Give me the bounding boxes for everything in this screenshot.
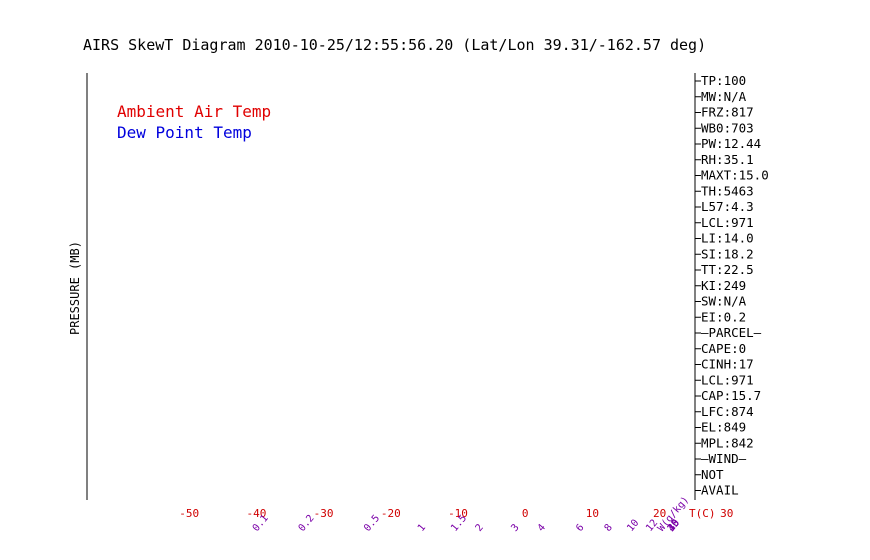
bottom-temperature-tick-label: -40: [246, 507, 266, 520]
stability-index-item: EI:0.2: [701, 309, 746, 324]
legend-entry: Ambient Air Temp: [117, 102, 271, 121]
stability-index-item: SI:18.2: [701, 246, 754, 261]
stability-index-item: –PARCEL–: [701, 325, 762, 340]
stability-index-item: KI:249: [701, 278, 746, 293]
mixing-ratio-label: 2: [474, 522, 486, 534]
stability-index-item: CINH:17: [701, 357, 754, 372]
mixing-ratio-label: 4: [536, 522, 548, 534]
stability-index-item: EL:849: [701, 420, 746, 435]
stability-index-item: PW:12.44: [701, 136, 761, 151]
bottom-temperature-tick-label: -30: [314, 507, 334, 520]
bottom-temperature-tick-label: 30: [720, 507, 733, 520]
chart-title: AIRS SkewT Diagram 2010-10-25/12:55:56.2…: [83, 36, 706, 54]
stability-index-item: MW:N/A: [701, 89, 747, 104]
stability-index-item: MPL:842: [701, 435, 754, 450]
stability-index-item: L57:4.3: [701, 199, 754, 214]
mixing-ratio-label: 8: [603, 522, 615, 534]
mixing-ratio-label: 3: [509, 522, 521, 534]
bottom-temperature-tick-label: 20: [653, 507, 666, 520]
mixing-ratio-label: 6: [574, 522, 586, 534]
stability-index-item: LCL:971: [701, 372, 754, 387]
stability-index-item: TP:100: [701, 73, 746, 88]
bottom-temperature-tick-label: -50: [179, 507, 199, 520]
stability-indices: TP:100MW:N/AFRZ:817WB0:703PW:12.44RH:35.…: [695, 73, 769, 498]
stability-index-item: RH:35.1: [701, 152, 754, 167]
bottom-temperature-tick-label: -20: [381, 507, 401, 520]
stability-index-item: WB0:703: [701, 120, 754, 135]
bottom-unit-label: T(C): [689, 507, 716, 520]
axes-layer: 1002003004005006007008009001000-120-110-…: [86, 73, 733, 534]
mixing-ratio-label: 10: [625, 518, 641, 534]
stability-index-item: –WIND–: [701, 451, 747, 466]
legend: Ambient Air Temp Dew Point Temp: [117, 102, 271, 142]
stability-index-item: NOT: [701, 467, 724, 482]
stability-index-item: CAP:15.7: [701, 388, 761, 403]
bottom-temperature-tick-label: 10: [586, 507, 599, 520]
stability-index-item: CAPE:0: [701, 341, 746, 356]
y-axis-label: PRESSURE (MB): [68, 241, 82, 335]
stability-index-item: LFC:874: [701, 404, 754, 419]
mixing-ratio-label: 0.5: [362, 513, 382, 534]
stability-index-item: LCL:971: [701, 215, 754, 230]
mixing-ratio-label: 1: [416, 522, 428, 534]
stability-index-item: TH:5463: [701, 183, 754, 198]
legend-entry: Dew Point Temp: [117, 123, 252, 142]
stability-index-item: SW:N/A: [701, 294, 747, 309]
stability-index-item: FRZ:817: [701, 105, 754, 120]
stability-index-item: LI:14.0: [701, 231, 754, 246]
stability-index-item: AVAIL: [701, 483, 739, 498]
stability-index-item: MAXT:15.0: [701, 168, 769, 183]
bottom-temperature-tick-label: -10: [448, 507, 468, 520]
stability-index-item: TT:22.5: [701, 262, 754, 277]
bottom-temperature-tick-label: 0: [522, 507, 529, 520]
